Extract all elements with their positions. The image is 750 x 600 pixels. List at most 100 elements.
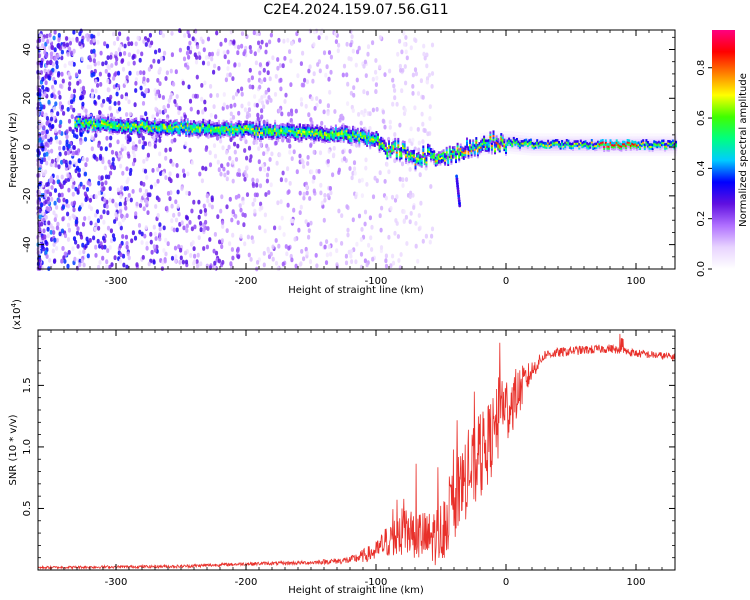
heatmap-band-cell — [614, 150, 617, 154]
heatmap-ridge-cell — [111, 118, 114, 122]
heatmap-speckle — [286, 137, 290, 143]
heatmap-ridge-cell — [458, 154, 461, 157]
heatmap-ridge-cell — [246, 122, 248, 126]
heatmap-ridge-cell — [127, 125, 130, 129]
heatmap-band-cell — [515, 146, 518, 150]
heatmap-ridge-cell — [389, 153, 392, 157]
heatmap-speckle — [157, 68, 161, 74]
heatmap-ridge-cell — [369, 144, 372, 148]
heatmap-ridge-cell — [241, 125, 244, 129]
heatmap-band-cell — [530, 135, 533, 139]
heatmap-ridge-cell — [391, 144, 394, 147]
heatmap-band-cell — [530, 150, 533, 154]
heatmap-ridge-cell — [177, 127, 180, 131]
heatmap-speckle — [298, 190, 302, 196]
heatmap-band-cell — [606, 133, 609, 137]
heatmap-ridge-cell — [459, 145, 462, 148]
heatmap-speckle — [46, 143, 50, 148]
heatmap-ridge-cell — [370, 139, 373, 143]
heatmap-ridge-cell — [372, 138, 375, 141]
heatmap-ridge-cell — [177, 121, 180, 125]
heatmap-speckle — [79, 181, 83, 187]
heatmap-ridge-cell — [158, 122, 161, 125]
heatmap-speckle — [46, 226, 50, 232]
heatmap-ridge-cell — [313, 133, 316, 137]
heatmap-speckle — [150, 40, 154, 46]
heatmap-speckle — [259, 142, 263, 148]
heatmap-ridge-cell — [336, 135, 339, 139]
heatmap-ridge-cell — [439, 155, 442, 158]
heatmap-ridge-cell — [222, 129, 225, 133]
heatmap-ridge-cell — [420, 155, 423, 158]
heatmap-ridge-cell — [308, 136, 311, 139]
heatmap-ridge-cell — [122, 121, 125, 124]
heatmap-ridge-cell — [269, 129, 272, 133]
heatmap-ridge-cell — [462, 147, 465, 151]
heatmap-speckle — [177, 211, 181, 217]
heatmap-ridge-cell — [225, 132, 228, 135]
heatmap-ridge-cell — [139, 117, 142, 120]
heatmap-speckle — [219, 171, 223, 177]
heatmap-ridge-cell — [355, 139, 358, 142]
heatmap-band-cell — [521, 132, 524, 136]
heatmap-speckle — [46, 233, 50, 239]
heatmap-ridge-cell — [414, 159, 417, 162]
heatmap-speckle — [181, 259, 185, 265]
heatmap-ridge-cell — [188, 128, 191, 132]
heatmap-ridge-cell — [358, 139, 361, 142]
heatmap-ridge-cell — [317, 136, 320, 140]
heatmap-band-cell — [649, 152, 652, 156]
heatmap-speckle — [362, 63, 366, 69]
heatmap-band-cell — [573, 138, 576, 142]
heatmap-speckle — [267, 190, 271, 195]
heatmap-speckle — [135, 262, 139, 268]
heatmap-ridge-cell — [414, 157, 417, 160]
heatmap-speckle — [231, 160, 235, 165]
heatmap-speckle — [258, 225, 262, 231]
heatmap-ridge-cell — [414, 164, 417, 168]
heatmap-ridge-cell — [286, 128, 289, 132]
heatmap-speckle — [158, 81, 162, 86]
heatmap-speckle — [191, 36, 195, 42]
heatmap-speckle — [72, 133, 77, 138]
heatmap-speckle — [118, 209, 123, 214]
heatmap-ridge-cell — [327, 128, 330, 132]
heatmap-ridge-cell — [303, 124, 306, 127]
heatmap-band-cell — [602, 135, 606, 139]
heatmap-band-cell — [665, 150, 668, 154]
heatmap-ridge-cell — [83, 126, 86, 130]
heatmap-speckle — [124, 234, 128, 240]
heatmap-speckle — [179, 255, 183, 261]
heatmap-band-cell — [597, 138, 600, 142]
heatmap-speckle — [248, 84, 252, 90]
heatmap-ridge-cell — [320, 136, 323, 140]
heatmap-ridge-cell — [285, 130, 287, 133]
heatmap-ridge-cell — [372, 136, 375, 139]
heatmap-ridge-cell — [278, 128, 281, 132]
heatmap-ridge-cell — [203, 133, 206, 136]
heatmap-speckle — [119, 225, 123, 231]
heatmap-speckle — [237, 193, 241, 199]
heatmap-speckle — [74, 219, 78, 225]
heatmap-ridge-cell — [82, 121, 85, 124]
heatmap-band-cell — [485, 151, 489, 155]
heatmap-band-cell — [593, 133, 596, 137]
heatmap-ridge-cell — [445, 156, 448, 160]
heatmap-band-cell — [556, 152, 559, 156]
heatmap-ridge-cell — [280, 127, 283, 130]
heatmap-ridge-cell — [91, 122, 94, 125]
heatmap-ridge-cell — [430, 159, 433, 163]
heatmap-speckle — [195, 74, 199, 80]
heatmap-speckle — [416, 258, 420, 264]
heatmap-ridge-cell — [86, 123, 89, 126]
heatmap-speckle — [430, 233, 434, 239]
heatmap-ridge-cell — [294, 138, 297, 141]
heatmap-speckle — [290, 156, 294, 162]
heatmap-ridge-cell — [314, 136, 317, 139]
heatmap-ridge-cell — [358, 141, 361, 144]
heatmap-speckle — [411, 84, 415, 89]
heatmap-ridge-cell — [425, 164, 428, 168]
heatmap-ridge-cell — [289, 131, 292, 135]
heatmap-speckle — [163, 108, 167, 114]
heatmap-speckle — [153, 144, 157, 149]
